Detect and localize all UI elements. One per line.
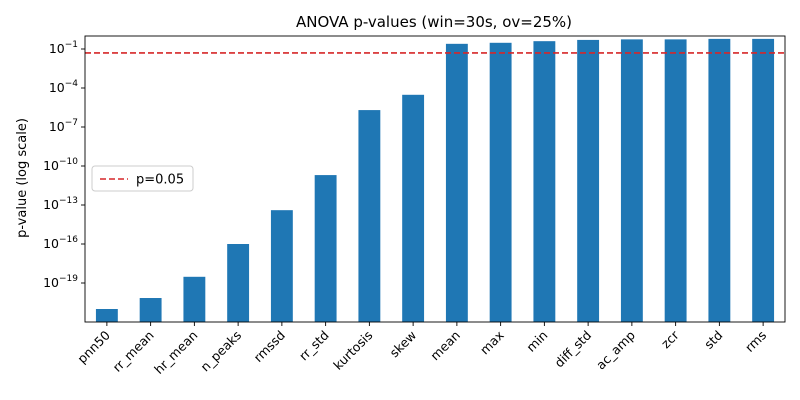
bar-n_peaks <box>227 244 250 322</box>
legend-box <box>91 165 194 192</box>
x-tick-label-mean: mean <box>427 328 463 364</box>
bar-rr_mean <box>139 298 162 322</box>
y-axis-label: p-value (log scale) <box>15 118 30 238</box>
bar-hr_mean <box>183 276 206 322</box>
bar-pnn50 <box>95 309 118 322</box>
y-tick-label: 10−7 <box>49 118 78 134</box>
bar-rmssd <box>270 210 293 322</box>
x-tick-label-rr_mean: rr_mean <box>110 328 157 375</box>
y-tick-label: 10−4 <box>49 79 78 95</box>
bar-ac_amp <box>620 39 643 323</box>
x-tick-label-rmssd: rmssd <box>250 328 288 366</box>
plot-area <box>84 35 786 323</box>
bar-diff_std <box>577 39 600 322</box>
axes-frame <box>84 35 786 323</box>
bar-rr_std <box>314 175 337 322</box>
y-tick-label: 10−1 <box>49 40 78 56</box>
x-tick-label-n_peaks: n_peaks <box>197 328 244 375</box>
x-tick-label-min: min <box>523 328 550 355</box>
legend: p=0.05 <box>91 165 194 192</box>
bar-kurtosis <box>358 110 381 322</box>
x-tick-label-diff_std: diff_std <box>551 328 594 371</box>
x-tick-label-ac_amp: ac_amp <box>593 327 638 372</box>
bar-min <box>533 41 556 323</box>
bar-rms <box>752 38 775 322</box>
x-tick-label-std: std <box>701 328 725 352</box>
x-tick-label-skew: skew <box>387 328 420 361</box>
bar-mean <box>445 43 468 322</box>
bar-skew <box>402 94 425 322</box>
x-tick-label-pnn50: pnn50 <box>74 327 113 366</box>
y-tick-label: 10−10 <box>43 157 78 173</box>
y-tick-label: 10−13 <box>43 196 78 212</box>
bar-max <box>489 42 512 322</box>
y-axis: 10−19 10−16 10−13 10−10 10−7 10−4 10−1 <box>43 40 85 290</box>
x-tick-label-max: max <box>477 328 507 358</box>
legend-label: p=0.05 <box>136 173 184 188</box>
x-tick-label-hr_mean: hr_mean <box>151 328 200 377</box>
x-tick-label-rr_std: rr_std <box>296 328 332 364</box>
bar-zcr <box>664 39 687 323</box>
y-tick-label: 10−19 <box>43 274 78 290</box>
chart-title: ANOVA p-values (win=30s, ov=25%) <box>296 13 572 31</box>
y-tick-label: 10−16 <box>43 235 78 251</box>
x-tick-label-rms: rms <box>742 328 769 355</box>
x-tick-label-zcr: zcr <box>658 327 682 351</box>
bar-std <box>708 38 731 322</box>
x-tick-label-kurtosis: kurtosis <box>330 328 375 373</box>
